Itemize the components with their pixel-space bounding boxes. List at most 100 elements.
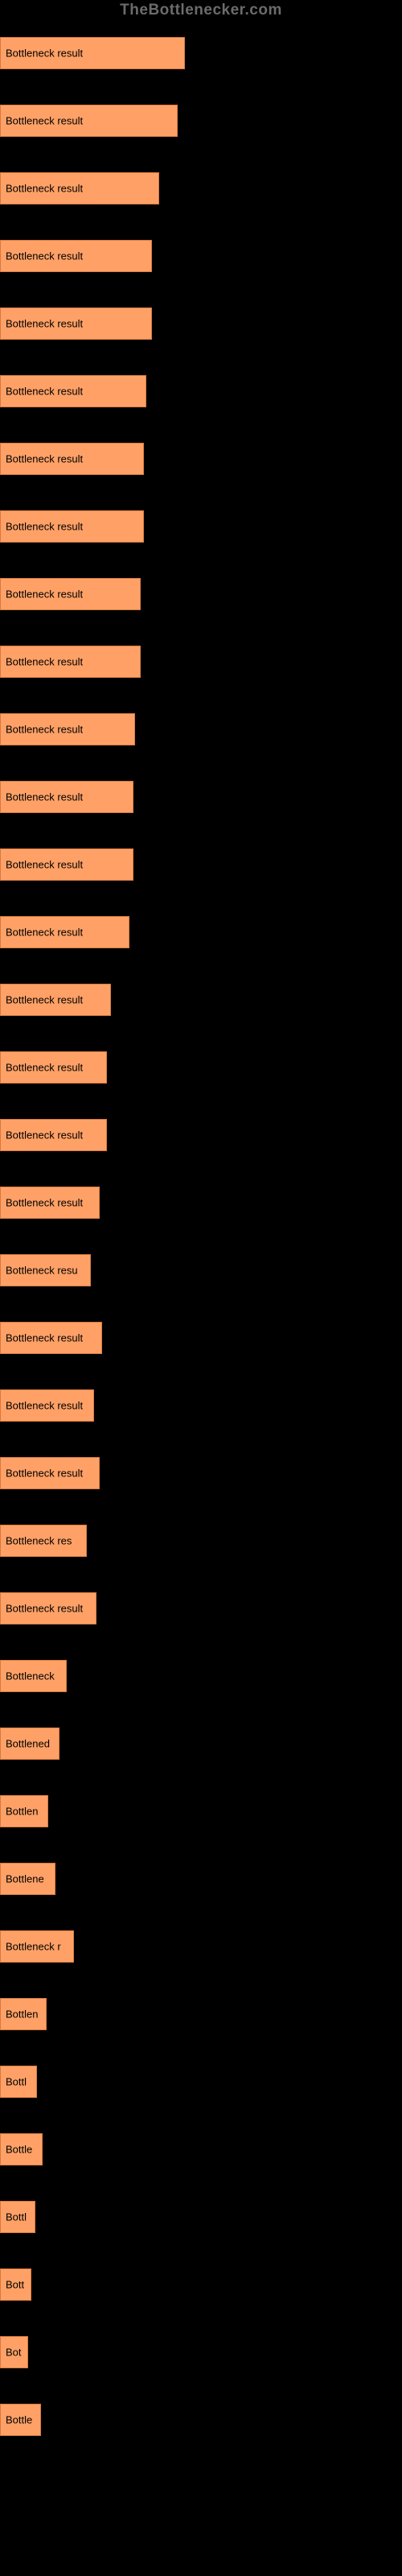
bar: Bottleneck result (0, 308, 152, 340)
chart-row: Bottleneck result (0, 1037, 402, 1092)
bar: Bott (0, 2268, 31, 2301)
bar-value: 41 (162, 183, 174, 195)
chart-row: Bottleneck result (0, 902, 402, 956)
row-top-label (0, 1104, 402, 1119)
bar: Bottlened (0, 1728, 59, 1760)
bar-text: Bottleneck result (6, 791, 83, 803)
chart-row: Bottleneck result (0, 1443, 402, 1497)
bar: Bottleneck result (0, 646, 141, 678)
chart-row: Bottleneck r (0, 1916, 402, 1971)
row-top-label (0, 2119, 402, 2133)
row-top-label (0, 1713, 402, 1728)
row-top-label (0, 1172, 402, 1187)
bar-text: Bottleneck result (6, 588, 83, 601)
row-top-label (0, 699, 402, 713)
bar-text: Bottleneck (6, 1670, 55, 1682)
bar-container: Bottleneck res (0, 1525, 402, 1557)
row-top-label (0, 1443, 402, 1457)
bar-container: Bottleneck resu (0, 1254, 402, 1286)
bar-text: Bottlene (6, 1873, 44, 1885)
row-top-label (0, 2322, 402, 2336)
bar-text: Bottleneck result (6, 386, 83, 398)
bar-container: Bottleneck result (0, 1592, 402, 1624)
bar-text: Bottleneck result (6, 927, 83, 939)
chart-row: Bottleneck result (0, 1375, 402, 1430)
chart-row: Bottlened (0, 1713, 402, 1768)
chart-row: Bottleneck result (0, 766, 402, 821)
chart-row: Bottle (0, 2119, 402, 2174)
bar-text: Bottleneck result (6, 1197, 83, 1209)
row-top-label (0, 1037, 402, 1051)
bar: Bot (0, 2336, 28, 2368)
bar-text: Bottleneck result (6, 1062, 83, 1074)
bar-container: Bottl (0, 2066, 402, 2098)
bar: Bottleneck result (0, 713, 135, 745)
bar-text: Bottleneck result (6, 656, 83, 668)
bar-container: Bottleneck result (0, 578, 402, 610)
bar: Bottle (0, 2404, 41, 2436)
row-top-label (0, 2051, 402, 2066)
bar-text: Bottleneck result (6, 318, 83, 330)
bar: Bottlene (0, 1863, 55, 1895)
chart-row: Bottleneck result (0, 834, 402, 889)
row-top-label (0, 23, 402, 37)
bar: Bottleneck (0, 1660, 67, 1692)
bar-text: Bottleneck r (6, 1941, 61, 1953)
bar: Bottleneck result (0, 1119, 107, 1151)
row-top-label (0, 1240, 402, 1254)
bar-text: Bottleneck result (6, 724, 83, 736)
bar-container: Bottle (0, 2133, 402, 2165)
chart-row: Bottleneck result (0, 699, 402, 753)
bar: Bottleneck result (0, 1592, 96, 1624)
bar-text: Bottleneck result (6, 453, 83, 465)
row-top-label (0, 1781, 402, 1795)
bar-text: Bottleneck resu (6, 1265, 78, 1277)
chart-row: Bottle (0, 2389, 402, 2444)
bar: Bottl (0, 2066, 37, 2098)
row-top-label (0, 1375, 402, 1389)
bar: Bottle (0, 2133, 43, 2165)
bar-container: Bottleneck result (0, 1389, 402, 1422)
chart-row: Bottleneck (0, 1645, 402, 1700)
bar: Bottleneck result (0, 37, 185, 69)
bar-text: Bott (6, 2279, 24, 2291)
bar: Bottleneck result (0, 1389, 94, 1422)
bar-container: Bottleneck (0, 1660, 402, 1692)
bar-text: Bottl (6, 2076, 27, 2088)
bar-container: Bottleneck result (0, 713, 402, 745)
bar-text: Bottleneck result (6, 1129, 83, 1141)
bar-container: 41 Bottleneck result (0, 172, 402, 204)
chart-row: Bott (0, 2254, 402, 2309)
bar-container: Bottleneck result (0, 646, 402, 678)
chart-row: Bottl (0, 2186, 402, 2241)
bar-container: Bottl (0, 2201, 402, 2233)
bar-text: Bottleneck result (6, 1400, 83, 1412)
chart-row: 46Bottleneck result (0, 90, 402, 145)
bar-container: Bottleneck result (0, 781, 402, 813)
row-top-label (0, 564, 402, 578)
bar-container: Bottleneck result (0, 1322, 402, 1354)
bar: Bottleneck result (0, 1051, 107, 1084)
row-top-label (0, 1848, 402, 1863)
bar: Bottleneck res (0, 1525, 87, 1557)
chart-row: Bottlen (0, 1984, 402, 2038)
bar-text: Bottleneck result (6, 47, 83, 60)
bar-container: Bott (0, 2268, 402, 2301)
chart-row: Bottleneck result (0, 496, 402, 551)
bar-container: Bottleneck result (0, 308, 402, 340)
bar-text: Bottle (6, 2144, 32, 2156)
row-top-label (0, 428, 402, 443)
bar: Bottleneck result (0, 578, 141, 610)
row-top-label (0, 902, 402, 916)
bar-container: 48Bottleneck result (0, 37, 402, 69)
bar-text: Bottlen (6, 2008, 38, 2021)
bar: Bottleneck resu (0, 1254, 91, 1286)
bar-text: Bottleneck result (6, 183, 83, 195)
row-top-label (0, 969, 402, 984)
chart-row: Bottleneck result (0, 969, 402, 1024)
chart-row: Bottleneck result (0, 293, 402, 348)
chart-row: Bottleneck res (0, 1510, 402, 1565)
bar: Bottleneck result (0, 240, 152, 272)
bar-text: Bottleneck result (6, 859, 83, 871)
bar: Bottleneck result (0, 916, 129, 948)
